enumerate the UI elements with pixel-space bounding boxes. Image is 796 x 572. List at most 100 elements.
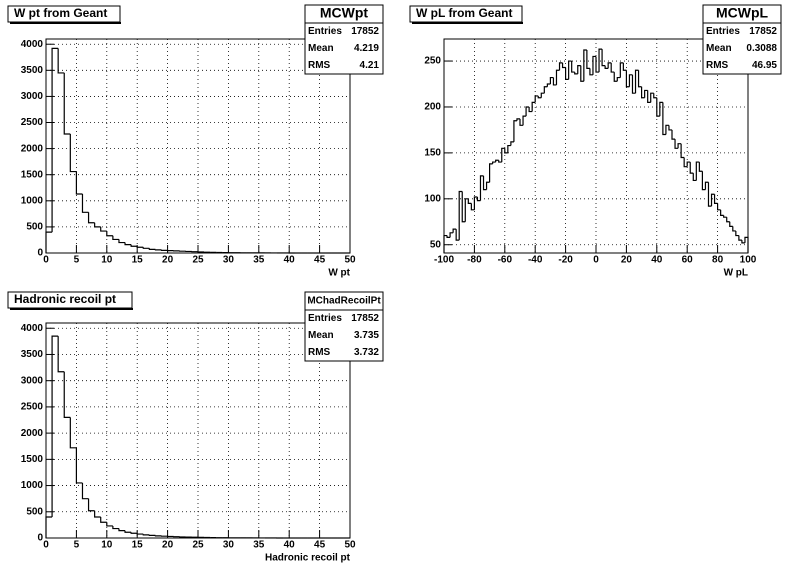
histogram-bin [81,194,89,213]
y-tick-label: 2500 [21,402,44,413]
histogram-bin [504,148,508,154]
x-tick-label: 25 [192,255,204,266]
x-tick-label: 60 [682,255,694,266]
histogram-bin [647,90,651,103]
stats-value: 17852 [749,26,777,37]
histogram-bin [595,56,600,73]
histogram-bin [522,115,527,126]
histogram-bin [644,89,648,98]
histogram-bin [625,70,630,88]
histogram-bin [489,163,493,183]
x-tick-label: 15 [132,540,144,551]
x-tick-label: 10 [101,255,113,266]
histogram-bin [464,198,469,222]
histogram-bin [461,191,466,223]
stats-name: MChadRecoilPt [307,296,381,307]
y-tick-label: 50 [430,239,442,250]
x-tick-label: 40 [284,255,296,266]
histogram-bin [510,141,514,146]
stats-value: 17852 [351,313,379,324]
stats-value: 17852 [351,26,379,37]
histogram-bin [634,69,639,94]
histogram-bin [63,72,71,135]
x-tick-label: 10 [101,540,113,551]
histogram-bin [659,101,663,117]
histogram-bin [656,97,660,117]
histogram-bin [531,101,536,112]
histogram-bin [443,234,448,253]
stats-value: 4.21 [360,60,380,71]
histogram-bin [476,196,481,202]
histogram-bin [744,236,749,253]
histogram-bin [552,77,557,86]
chart-title: W pt from Geant [14,6,107,20]
histogram-bin [613,72,618,82]
x-tick-label: 35 [253,540,265,551]
histogram-bin [112,525,119,530]
histogram-bin [446,235,451,238]
histogram-bin [674,139,679,149]
histogram-bin [100,226,107,232]
histogram-bin [94,510,101,518]
histogram-bin [118,528,126,532]
histogram-bin [677,143,682,149]
stats-value: 3.732 [354,347,379,358]
histogram-bin [698,162,703,172]
histogram-bin [701,171,706,191]
histogram-bin [519,118,524,126]
histogram-bin [707,182,712,207]
stats-label: RMS [706,60,729,71]
histogram-bin [136,533,144,535]
x-tick-label: 20 [162,540,174,551]
stats-value: 4.219 [354,43,379,54]
x-tick-label: 0 [593,255,599,266]
histogram-bin [495,159,499,163]
histogram-bin [142,534,150,536]
histogram-bin [485,181,490,190]
x-tick-label: -60 [498,255,513,266]
histogram-bin [616,76,621,82]
histogram-bin [589,68,593,76]
histogram-bin [142,247,150,249]
histogram-bin [81,482,89,500]
stats-label: Mean [706,43,732,54]
histogram-bin [683,157,688,168]
histogram-bin [87,498,95,512]
histogram-bin [729,221,733,227]
x-tick-label: 20 [621,255,633,266]
histogram-bin [586,50,590,69]
plot-frame [443,38,749,254]
histogram-bin [75,447,83,484]
histogram-bin [473,196,478,210]
histogram-bin [118,239,126,244]
stats-box [304,291,384,362]
histogram-bin [558,62,563,71]
histogram-bin [577,65,581,74]
histogram-bin [546,83,551,87]
x-tick-label: 15 [132,255,144,266]
x-tick-label: 30 [223,255,235,266]
histogram-bin [692,173,697,182]
x-tick-label: -40 [528,255,543,266]
histogram-bin [537,95,542,99]
y-tick-label: 250 [424,56,441,67]
histogram-bin [501,147,505,163]
x-axis-label: Hadronic recoil pt [265,553,351,564]
histogram-bin [574,72,578,75]
histogram-bin [689,162,694,174]
y-tick-label: 200 [424,102,441,113]
histogram-bin [455,229,460,241]
x-tick-label: -80 [467,255,482,266]
histogram-bin [148,248,156,250]
histogram-bin [565,67,569,81]
histogram-bin [607,62,612,69]
x-axis-label: W pL [724,268,748,279]
histogram-bin [148,534,156,536]
histogram-bin [571,61,575,73]
histogram-bin [713,194,718,205]
histogram-bin [492,161,496,164]
histogram-bin [57,336,65,373]
histogram-bin [650,92,654,103]
plot-frame [45,38,351,254]
